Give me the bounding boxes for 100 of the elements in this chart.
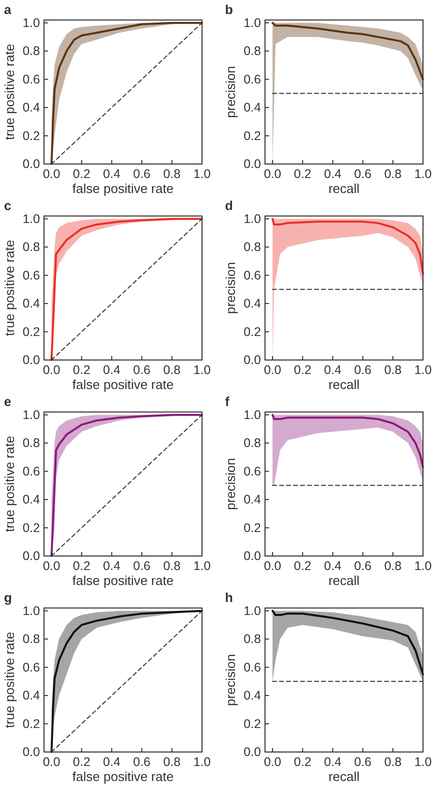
y-tick-label: 0.6 <box>22 72 40 86</box>
y-tick-label: 1.0 <box>244 604 262 618</box>
y-axis-title: precision <box>223 654 238 706</box>
line-series <box>272 414 424 468</box>
y-tick-label: 0.0 <box>22 157 40 171</box>
x-tick-label: 0.4 <box>103 362 120 377</box>
x-tick-label: 1.0 <box>414 558 432 573</box>
x-tick-label: 0.0 <box>42 754 60 769</box>
chart-title: e <box>4 394 12 409</box>
chart-title: d <box>225 198 233 213</box>
y-tick-label: 0.2 <box>22 520 40 535</box>
y-tick-label: 0.4 <box>244 492 262 507</box>
y-tick-label: 0.4 <box>244 100 262 115</box>
y-axis-title: true positive rate <box>2 436 17 532</box>
x-tick-label: 1.0 <box>414 166 432 181</box>
x-tick-label: 0.0 <box>42 558 60 573</box>
y-tick-label: 0.8 <box>22 240 40 254</box>
y-tick-label: 1.0 <box>244 16 262 30</box>
x-axis-title: false positive rate <box>72 181 174 196</box>
x-tick-label: 0.6 <box>354 558 372 573</box>
y-tick-label: 0.8 <box>244 44 262 58</box>
y-tick-label: 0.2 <box>244 716 262 731</box>
x-tick-label: 0.0 <box>264 362 282 377</box>
x-tick-label: 0.2 <box>72 558 90 573</box>
x-tick-label: 0.6 <box>133 166 151 181</box>
x-axis-title: false positive rate <box>72 377 174 392</box>
chart-title: b <box>225 2 233 17</box>
y-tick-label: 0.0 <box>22 353 40 367</box>
x-tick-label: 0.0 <box>42 166 60 181</box>
y-tick-label: 0.6 <box>22 268 40 282</box>
y-tick-label: 0.4 <box>22 296 40 311</box>
y-tick-label: 0.8 <box>22 436 40 450</box>
chart-title: g <box>4 590 12 605</box>
chart-title: c <box>4 198 12 213</box>
line-series <box>272 218 424 275</box>
x-tick-label: 0.0 <box>264 558 282 573</box>
x-tick-label: 0.6 <box>133 754 151 769</box>
x-tick-label: 0.4 <box>103 166 120 181</box>
y-tick-label: 0.4 <box>244 296 262 311</box>
y-axis-title: precision <box>223 458 238 510</box>
line-series <box>272 22 424 80</box>
x-tick-label: 0.4 <box>324 754 342 769</box>
x-tick-label: 0.2 <box>72 166 90 181</box>
y-tick-label: 0.2 <box>244 128 262 143</box>
x-tick-label: 0.2 <box>294 558 312 573</box>
y-tick-label: 0.2 <box>244 324 262 339</box>
x-tick-label: 0.4 <box>324 362 342 377</box>
y-tick-label: 0.2 <box>244 520 262 535</box>
x-tick-label: 0.8 <box>163 558 181 573</box>
x-axis-title: false positive rate <box>72 769 174 784</box>
y-tick-label: 0.8 <box>22 44 40 58</box>
y-tick-label: 1.0 <box>22 16 40 30</box>
x-tick-label: 0.8 <box>384 362 402 377</box>
x-tick-label: 0.6 <box>133 362 151 377</box>
y-tick-label: 1.0 <box>22 408 40 422</box>
x-tick-label: 0.2 <box>294 754 312 769</box>
x-tick-label: 0.2 <box>72 754 90 769</box>
chart-title: a <box>4 2 12 17</box>
x-tick-label: 1.0 <box>414 362 432 377</box>
x-tick-label: 0.2 <box>294 166 312 181</box>
y-tick-label: 0.4 <box>22 492 40 507</box>
y-axis-title: true positive rate <box>2 240 17 336</box>
x-tick-label: 0.6 <box>354 362 372 377</box>
x-tick-label: 0.8 <box>163 754 181 769</box>
y-tick-label: 0.6 <box>22 660 40 674</box>
x-axis-title: recall <box>328 573 360 588</box>
x-tick-label: 0.8 <box>163 362 181 377</box>
x-tick-label: 0.2 <box>294 362 312 377</box>
y-tick-label: 0.2 <box>22 716 40 731</box>
y-tick-label: 1.0 <box>244 212 262 226</box>
y-tick-label: 1.0 <box>22 212 40 226</box>
x-tick-label: 0.8 <box>384 166 402 181</box>
x-axis-title: recall <box>328 769 360 784</box>
y-tick-label: 0.0 <box>244 353 262 367</box>
x-tick-label: 0.8 <box>384 558 402 573</box>
x-tick-label: 0.0 <box>42 362 60 377</box>
y-tick-label: 0.0 <box>22 745 40 759</box>
y-axis-title: true positive rate <box>2 44 17 140</box>
y-tick-label: 0.8 <box>244 436 262 450</box>
x-tick-label: 1.0 <box>193 362 211 377</box>
y-tick-label: 0.2 <box>22 128 40 143</box>
y-axis-title: precision <box>223 66 238 118</box>
x-axis-title: recall <box>328 377 360 392</box>
y-tick-label: 0.8 <box>244 240 262 254</box>
y-tick-label: 0.2 <box>22 324 40 339</box>
y-tick-label: 0.4 <box>244 688 262 703</box>
x-axis-title: false positive rate <box>72 573 174 588</box>
y-tick-label: 0.8 <box>244 632 262 646</box>
x-tick-label: 0.4 <box>103 558 120 573</box>
x-tick-label: 0.2 <box>72 362 90 377</box>
y-tick-label: 1.0 <box>22 604 40 618</box>
y-tick-label: 0.6 <box>244 660 262 674</box>
y-tick-label: 0.0 <box>244 549 262 563</box>
x-tick-label: 1.0 <box>193 166 211 181</box>
x-tick-label: 0.4 <box>324 166 342 181</box>
x-tick-label: 0.8 <box>384 754 402 769</box>
y-tick-label: 0.6 <box>244 72 262 86</box>
y-tick-label: 0.6 <box>244 464 262 478</box>
y-axis-title: precision <box>223 262 238 314</box>
y-tick-label: 0.4 <box>22 100 40 115</box>
